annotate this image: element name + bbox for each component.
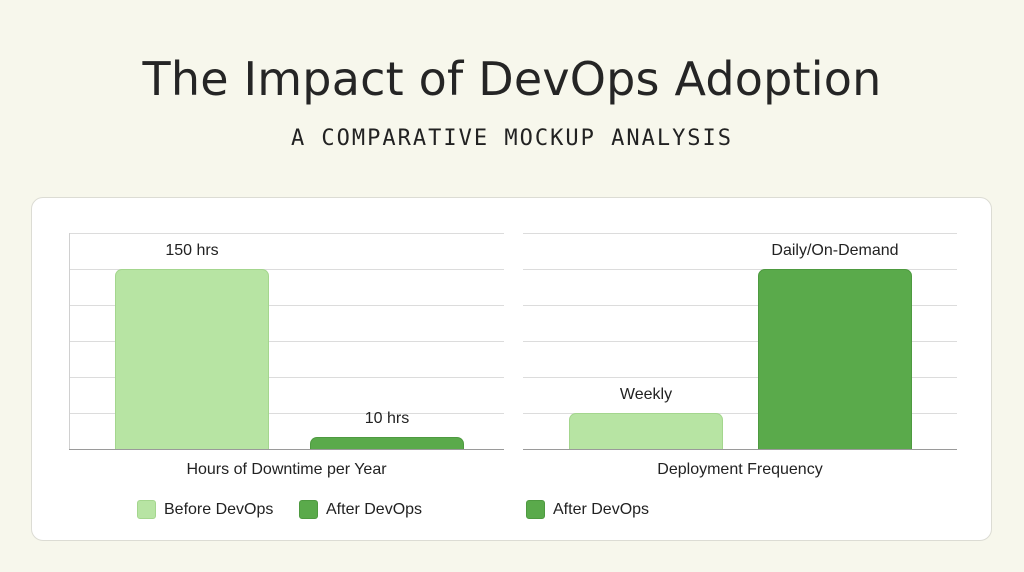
legend-item-after-right: After DevOps: [526, 500, 649, 519]
y-axis-line: [69, 233, 70, 449]
legend-swatch-before: [137, 500, 156, 519]
grid-line: [69, 341, 504, 342]
legend-item-before: Before DevOps: [137, 500, 273, 519]
bar-deployment-weekly: [569, 413, 723, 449]
grid-line: [69, 269, 504, 270]
legend-label-after: After DevOps: [326, 500, 423, 518]
grid-line: [69, 233, 504, 234]
grid-line: [523, 341, 957, 342]
legend-label-before: Before DevOps: [164, 500, 274, 518]
bar-downtime-before: [115, 269, 269, 449]
data-label-after: 10 hrs: [364, 410, 410, 427]
x-axis-title-deployment: Deployment Frequency: [657, 461, 823, 478]
grid-line: [523, 377, 957, 378]
grid-line: [523, 305, 957, 306]
x-axis-title-downtime: Hours of Downtime per Year: [186, 461, 387, 478]
grid-line: [69, 377, 504, 378]
grid-line: [69, 305, 504, 306]
legend-label-after-right: After DevOps: [553, 500, 650, 518]
grid-line: [523, 413, 957, 414]
bar-downtime-after: [310, 437, 464, 449]
grid-line: [523, 269, 957, 270]
legend-item-after: After DevOps: [299, 500, 422, 519]
data-label-weekly: Weekly: [619, 386, 673, 403]
x-axis-line: [523, 449, 957, 450]
page-subtitle: A COMPARATIVE MOCKUP ANALYSIS: [290, 126, 734, 151]
chart-card: Hours of Downtime per Year Deployment Fr…: [31, 197, 992, 541]
grid-line: [523, 233, 957, 234]
page-title: The Impact of DevOps Adoption: [142, 52, 882, 106]
bar-deployment-daily: [758, 269, 912, 449]
grid-line: [69, 413, 504, 414]
legend-swatch-after: [299, 500, 318, 519]
data-label-before: 150 hrs: [165, 242, 219, 259]
legend-swatch-after-right: [526, 500, 545, 519]
x-axis-line: [69, 449, 504, 450]
data-label-daily: Daily/On-Demand: [771, 242, 899, 259]
